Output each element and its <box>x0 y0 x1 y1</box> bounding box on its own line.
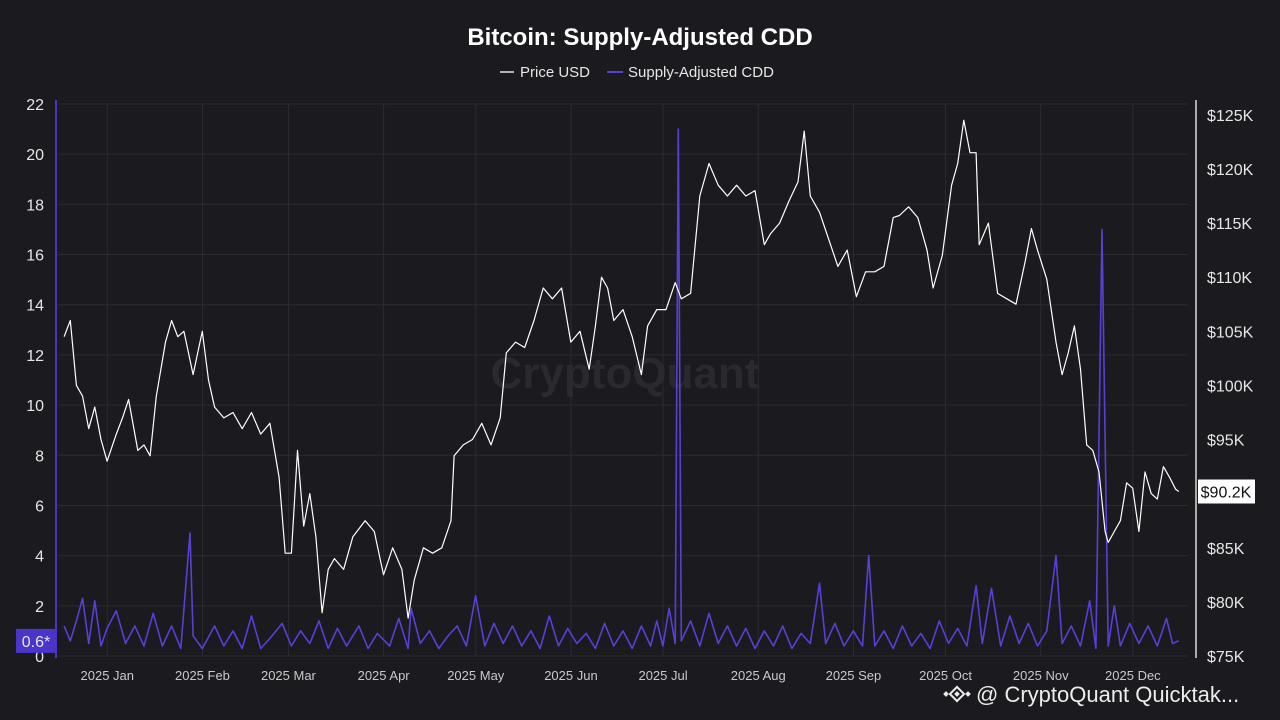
right-tick-label: $80K <box>1207 595 1245 612</box>
left-tick-label: 0 <box>35 649 44 666</box>
current-cdd-badge-bg <box>16 628 56 653</box>
x-tick-label: 2025 Dec <box>1105 668 1161 683</box>
x-tick-label: 2025 Oct <box>919 668 972 683</box>
binance-diamond-icon <box>943 685 971 703</box>
footer: @ CryptoQuant Quicktak... <box>943 682 1239 707</box>
right-axis: $75K$80K$85K$90K$95K$100K$105K$110K$115K… <box>1207 108 1254 666</box>
left-tick-label: 6 <box>35 498 44 515</box>
right-tick-label: $115K <box>1207 216 1252 233</box>
left-tick-label: 12 <box>26 348 44 365</box>
watermark: CryptoQuant <box>491 349 760 398</box>
series-price-line[interactable] <box>63 119 1180 619</box>
right-tick-label: $100K <box>1207 378 1254 395</box>
right-tick-label: $110K <box>1207 270 1252 287</box>
x-tick-label: 2025 Feb <box>175 668 230 683</box>
current-price-badge-bg <box>1198 479 1255 504</box>
x-tick-label: 2025 May <box>447 668 505 683</box>
current-price-value: $90.2K <box>1201 485 1252 502</box>
series-cdd-line[interactable] <box>63 128 1180 650</box>
x-tick-label: 2025 Jan <box>81 668 135 683</box>
left-tick-label: 20 <box>26 147 44 164</box>
right-tick-label: $95K <box>1207 433 1245 450</box>
right-tick-label: $75K <box>1207 649 1245 666</box>
current-cdd-badge: 0.6* <box>16 628 56 653</box>
x-axis: 2025 Jan 2025 Feb 2025 Mar 2025 Apr 2025 May… <box>81 668 1162 683</box>
x-tick-label: 2025 Nov <box>1013 668 1069 683</box>
x-tick-label: 2025 Sep <box>826 668 882 683</box>
left-tick-label: 2 <box>35 599 44 616</box>
x-tick-label: 2025 Apr <box>358 668 411 683</box>
left-axis: 0 2 4 6 8 10 12 14 16 18 20 22 <box>26 97 44 666</box>
legend-price-label[interactable]: Price USD <box>520 64 590 81</box>
left-tick-label: 16 <box>26 248 44 265</box>
x-tick-label: 2025 Mar <box>261 668 317 683</box>
right-tick-label: $105K <box>1207 324 1254 341</box>
left-tick-label: 4 <box>35 549 44 566</box>
gridlines <box>58 103 1188 657</box>
chart-title: Bitcoin: Supply-Adjusted CDD <box>467 24 812 51</box>
footer-text: @ CryptoQuant Quicktak... <box>976 682 1239 707</box>
left-tick-label: 22 <box>26 97 44 114</box>
right-tick-label: $85K <box>1207 541 1245 558</box>
left-tick-label: 14 <box>26 298 44 315</box>
x-tick-label: 2025 Aug <box>731 668 786 683</box>
current-cdd-value: 0.6* <box>22 634 50 651</box>
left-tick-label: 18 <box>26 197 44 214</box>
x-tick-label: 2025 Jun <box>544 668 598 683</box>
left-tick-label: 10 <box>26 398 44 415</box>
left-tick-label: 8 <box>35 448 44 465</box>
current-price-badge: $90.2K <box>1198 479 1255 504</box>
right-tick-label: $120K <box>1207 162 1254 179</box>
x-tick-label: 2025 Jul <box>638 668 687 683</box>
legend-cdd-label[interactable]: Supply-Adjusted CDD <box>628 64 774 81</box>
right-tick-label: $125K <box>1207 108 1254 125</box>
legend[interactable]: Price USD Supply-Adjusted CDD <box>500 64 774 81</box>
